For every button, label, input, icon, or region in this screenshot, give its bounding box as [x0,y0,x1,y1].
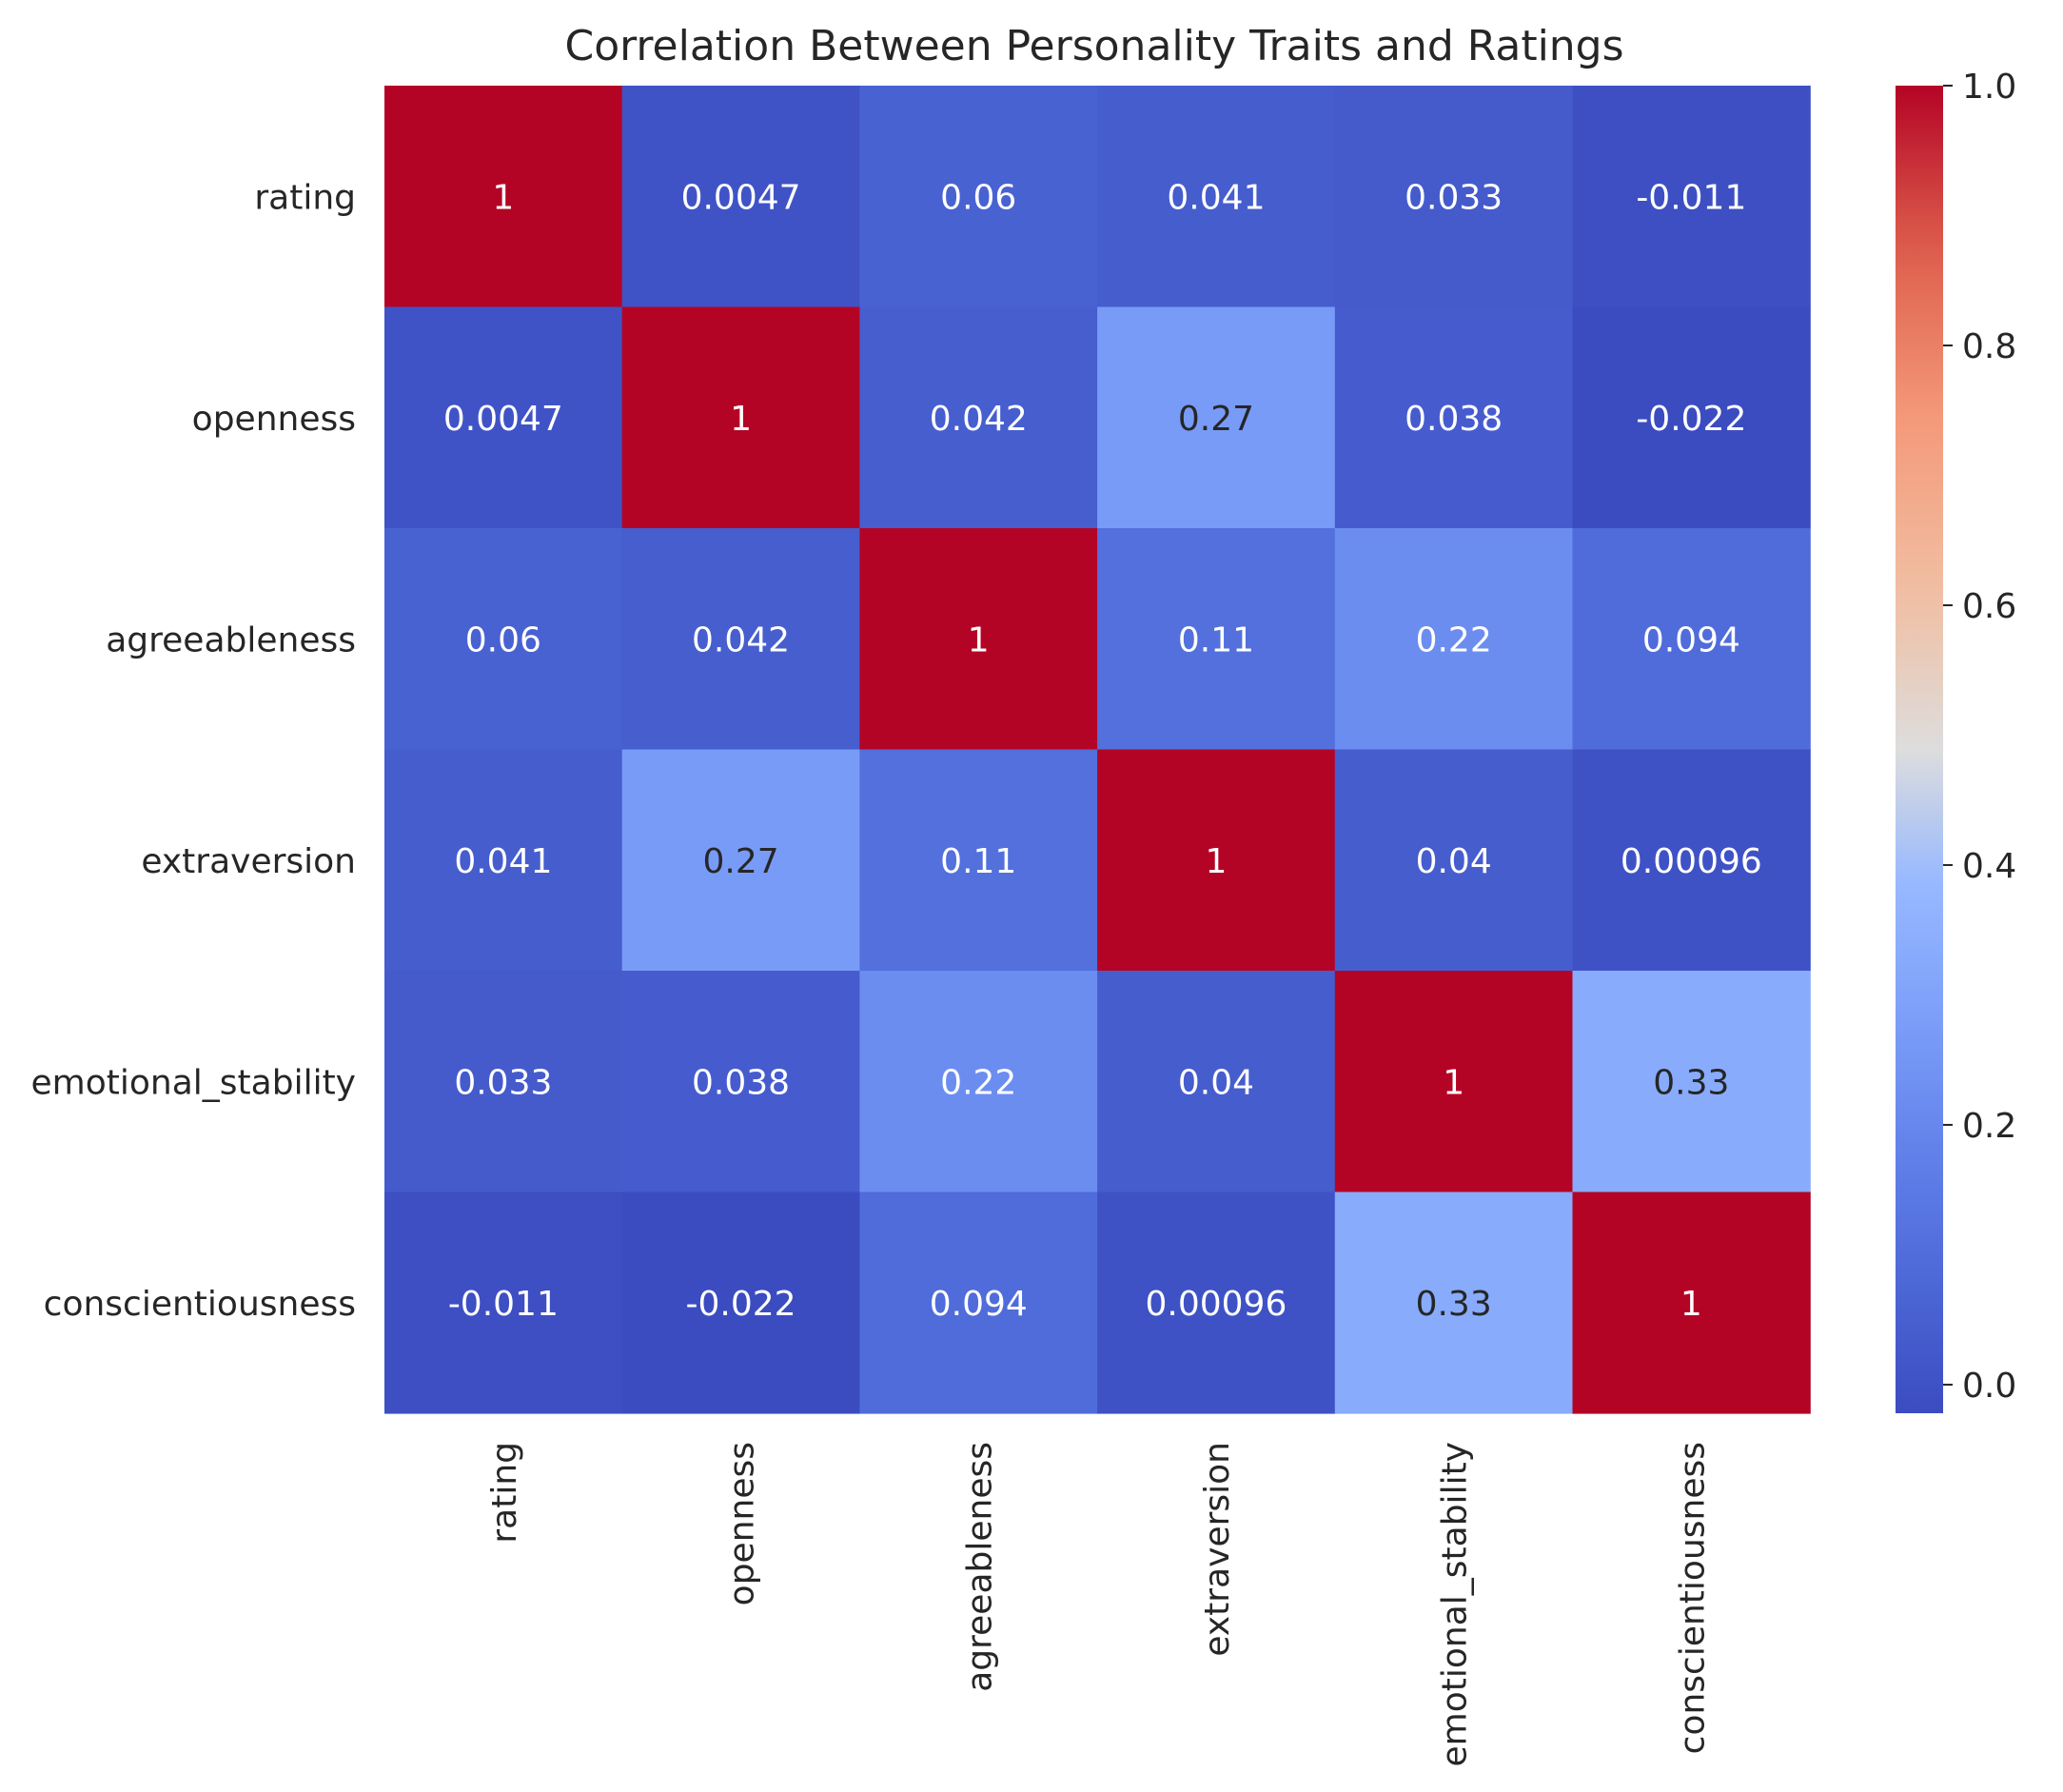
heatmap-cell-label: 1 [492,178,514,217]
heatmap-cell [384,306,623,529]
heatmap-cell [1097,528,1336,751]
heatmap-cell [1334,971,1574,1193]
heatmap-cell-label: -0.022 [686,1285,796,1324]
colorbar-tick-label: 1.0 [1962,68,2016,107]
heatmap-cell-label: 1 [1680,1285,1702,1324]
heatmap-cell [859,749,1098,972]
heatmap-cell [621,306,860,529]
colorbar-tick-label: 0.2 [1962,1107,2016,1146]
y-tick-label: openness [192,400,356,439]
heatmap-cell [1572,306,1811,529]
heatmap-cell-label: -0.022 [1636,400,1746,439]
heatmap-cell [384,1191,623,1414]
heatmap-cell [621,749,860,972]
x-tick-label: conscientiousness [1673,1442,1712,1754]
heatmap-cells [384,86,1811,1414]
x-tick-label: agreeableness [960,1442,999,1692]
colorbar-tick-label: 0.6 [1962,587,2016,626]
heatmap-cell [621,1191,860,1414]
heatmap-cell-label: 1 [968,620,990,660]
heatmap-cell [384,86,623,308]
heatmap-cell [1572,749,1811,972]
heatmap-cell-label: 0.038 [692,1063,790,1102]
x-tick-labels: rating openness agreeableness extraversion e… [485,1442,1713,1766]
heatmap-cell [1334,86,1574,308]
x-tick-label: openness [723,1442,762,1605]
heatmap-cell-label: 0.042 [930,400,1028,439]
heatmap-cell-label: 0.27 [702,842,778,881]
heatmap-cell [384,528,623,751]
heatmap-cell [621,86,860,308]
heatmap-cell-label: 0.00096 [1146,1285,1287,1324]
heatmap-cell [859,971,1098,1193]
heatmap-cell [621,971,860,1193]
heatmap-cell [1334,528,1574,751]
heatmap-cell-label: 1 [1443,1063,1464,1102]
heatmap-cell-label: 0.06 [465,620,541,660]
heatmap-cell-label: 0.00096 [1621,842,1762,881]
heatmap-cell-label: 0.094 [930,1285,1028,1324]
heatmap-cell [621,528,860,751]
heatmap-cell-label: 1 [730,400,752,439]
heatmap-cell-label: 0.041 [1167,178,1265,217]
heatmap-cell-label: 0.33 [1416,1285,1492,1324]
heatmap-cell [859,306,1098,529]
heatmap-cell-label: 0.22 [940,1063,1016,1102]
heatmap-cell [1097,86,1336,308]
heatmap-cell [1097,306,1336,529]
heatmap-cell [1334,749,1574,972]
colorbar-gradient [1896,86,1943,1413]
heatmap-cell-label: 0.04 [1416,842,1492,881]
heatmap-cell-label: 0.042 [692,620,790,660]
y-tick-label: extraversion [141,842,356,881]
heatmap-cell-label: 0.22 [1416,620,1492,660]
x-tick-label: extraversion [1198,1442,1237,1657]
heatmap-cell-label: 1 [1205,842,1227,881]
x-tick-label: rating [485,1442,524,1544]
y-tick-label: agreeableness [106,620,356,660]
colorbar: 0.0 0.2 0.4 0.6 0.8 1.0 [1896,68,2016,1413]
heatmap-cell-label: 0.11 [940,842,1016,881]
heatmap-cell-label: -0.011 [448,1285,559,1324]
heatmap-cell [1572,971,1811,1193]
heatmap-cell-label: 0.033 [1405,178,1503,217]
heatmap-cell [384,749,623,972]
heatmap-cell [384,971,623,1193]
heatmap-cell [859,528,1098,751]
heatmap-cell-label: 0.27 [1178,400,1254,439]
heatmap-cell [1572,1191,1811,1414]
heatmap-cell [1572,86,1811,308]
chart-title: Correlation Between Personality Traits a… [564,22,1623,70]
y-tick-label: rating [254,178,356,217]
heatmap-cell [859,86,1098,308]
heatmap-cell [1334,306,1574,529]
heatmap-cell-label: 0.038 [1405,400,1503,439]
colorbar-tick-label: 0.0 [1962,1367,2016,1406]
heatmap-cell-label: -0.011 [1636,178,1746,217]
heatmap-cell [1572,528,1811,751]
heatmap-cell-label: 0.0047 [681,178,801,217]
y-tick-label: emotional_stability [31,1063,356,1102]
heatmap-cell [1334,1191,1574,1414]
x-tick-label: emotional_stability [1436,1442,1475,1766]
heatmap-cell-label: 0.11 [1178,620,1254,660]
colorbar-tick-label: 0.8 [1962,327,2016,366]
heatmap-cell-label: 0.06 [940,178,1016,217]
heatmap-cell [1097,749,1336,972]
heatmap-cell-label: 0.033 [454,1063,552,1102]
colorbar-tick-label: 0.4 [1962,847,2016,886]
heatmap-cell-label: 0.33 [1653,1063,1729,1102]
heatmap-cell-label: 0.0047 [443,400,563,439]
heatmap-cell [1097,971,1336,1193]
heatmap-cell-label: 0.094 [1642,620,1740,660]
heatmap-cell-label: 0.04 [1178,1063,1254,1102]
y-tick-labels: rating openness agreeableness extraversion e… [31,178,356,1324]
heatmap-cell [859,1191,1098,1414]
y-tick-label: conscientiousness [44,1285,356,1324]
heatmap-cell [1097,1191,1336,1414]
heatmap-cell-label: 0.041 [454,842,552,881]
